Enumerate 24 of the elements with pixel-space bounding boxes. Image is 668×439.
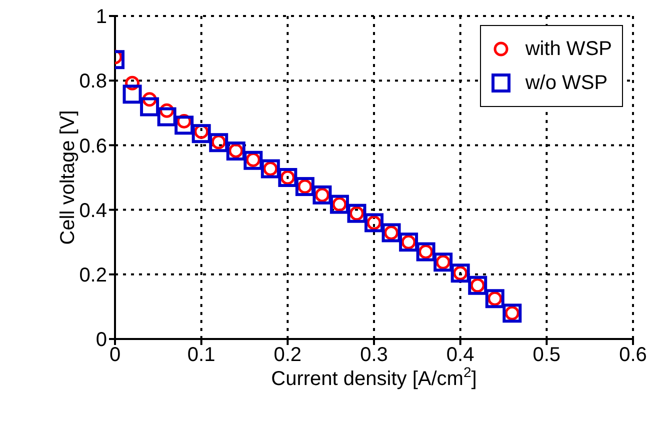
y-tick-label: 0: [96, 329, 107, 352]
x-tick-label: 0.2: [274, 344, 302, 366]
point: [192, 124, 211, 144]
point: [140, 97, 160, 116]
legend-label: with WSP: [525, 37, 612, 62]
y-tick-label: 0.4: [79, 200, 107, 222]
point: [157, 107, 176, 126]
point: [122, 84, 142, 104]
legend-label: w/o WSP: [525, 71, 608, 96]
point: [244, 150, 263, 170]
x-tick-label: 0.1: [187, 344, 216, 366]
y-axis-title: Cell voltage [V]: [57, 110, 79, 245]
point: [209, 133, 228, 152]
point: [226, 142, 246, 161]
y-tick-label: 1: [96, 6, 107, 28]
y-tick-label: 0.6: [79, 135, 107, 158]
x-tick-label: 0.3: [360, 344, 388, 366]
point: [174, 116, 194, 135]
y-tick-label: 0.2: [79, 264, 107, 286]
y-tick-label: 0.8: [79, 70, 107, 93]
x-tick-label: 0.4: [446, 344, 474, 366]
x-axis-title: Current density [A/cm$^{2}$]: [271, 364, 477, 390]
x-tick-label: 0.6: [619, 344, 647, 366]
x-tick-label: 0.5: [532, 344, 561, 366]
